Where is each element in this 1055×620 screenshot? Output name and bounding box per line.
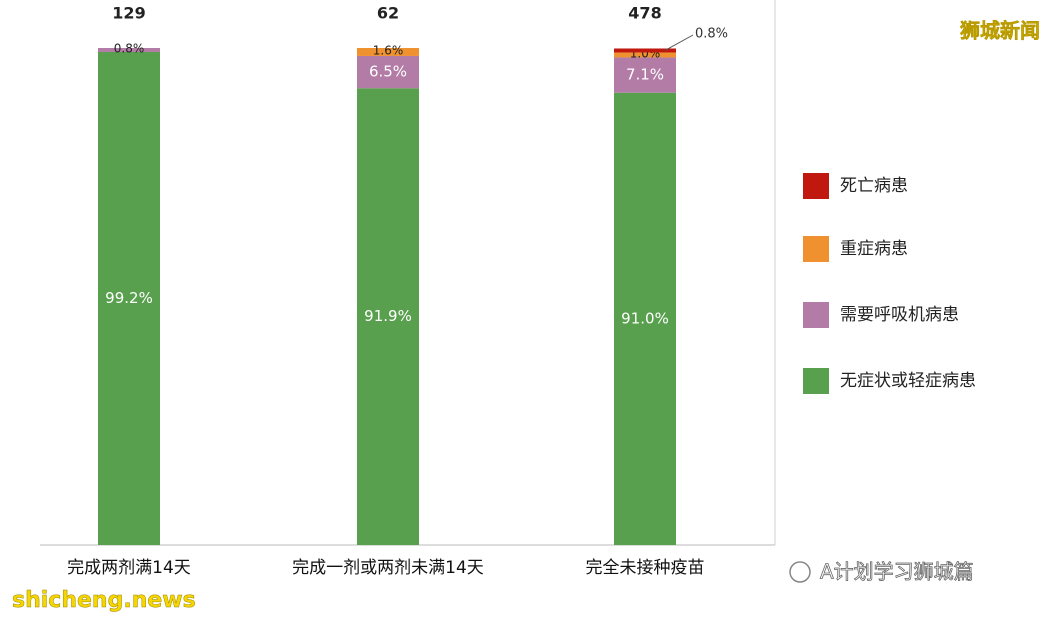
x-tick-label: 完成两剂满14天 <box>67 558 191 578</box>
x-tick-label: 完全未接种疫苗 <box>586 558 705 578</box>
total-label: 62 <box>377 4 399 23</box>
legend-swatch <box>803 236 829 262</box>
data-label: 0.8% <box>695 27 728 42</box>
watermark: A计划学习狮城篇 <box>820 560 974 584</box>
bar-segment <box>357 48 419 56</box>
data-label: 0.8% <box>114 41 145 55</box>
watermark: shicheng.news <box>12 588 196 613</box>
legend-label: 需要呼吸机病患 <box>840 305 959 325</box>
bar-segment <box>357 88 419 545</box>
wechat-icon <box>789 561 811 583</box>
leader-line <box>664 34 694 51</box>
watermark: 狮城新闻 <box>960 19 1040 43</box>
x-tick-label: 完成一剂或两剂未满14天 <box>292 558 484 578</box>
data-label: 7.1% <box>626 66 664 84</box>
bar-segment <box>614 92 676 545</box>
legend-swatch <box>803 368 829 394</box>
total-label: 129 <box>112 4 145 23</box>
data-label: 99.2% <box>105 289 153 307</box>
bar-segment <box>614 52 676 58</box>
legend-label: 死亡病患 <box>840 176 908 196</box>
bar-segment <box>98 48 160 52</box>
legend-label: 无症状或轻症病患 <box>840 371 976 391</box>
data-label: 91.0% <box>621 309 669 327</box>
legend-label: 重症病患 <box>840 239 908 259</box>
legend-swatch <box>803 302 829 328</box>
bar-segment <box>614 48 676 53</box>
bar-segment <box>614 57 676 93</box>
data-label: 1.6% <box>373 43 404 57</box>
legend-swatch <box>803 173 829 199</box>
bar-segment <box>98 51 160 545</box>
bar-segment <box>357 55 419 89</box>
total-label: 478 <box>628 4 661 23</box>
data-label: 6.5% <box>369 63 407 81</box>
data-label: 91.9% <box>364 307 412 325</box>
